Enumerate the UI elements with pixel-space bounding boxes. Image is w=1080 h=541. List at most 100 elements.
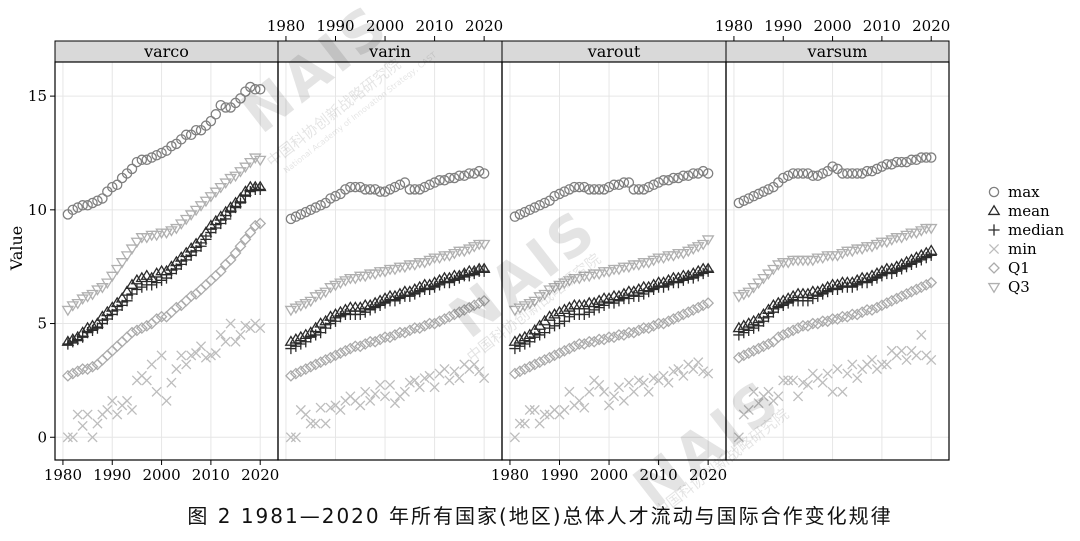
point-Q1 <box>389 328 401 341</box>
point-max <box>792 168 804 179</box>
point-max <box>310 202 321 213</box>
series-Q1 <box>732 276 938 364</box>
x-tick-label: 1980 <box>44 466 82 484</box>
point-max <box>807 170 819 181</box>
point-median <box>905 258 918 271</box>
series-Q1 <box>284 294 491 382</box>
point-median <box>514 340 526 352</box>
point-Q3 <box>81 292 94 303</box>
point-median <box>777 299 789 311</box>
point-median <box>762 311 775 323</box>
panel-frame <box>277 61 503 461</box>
point-Q3 <box>632 260 646 271</box>
x-tick-label: 2000 <box>366 17 404 35</box>
point-median <box>807 292 819 305</box>
point-min <box>584 386 595 397</box>
point-Q1 <box>453 306 466 319</box>
point-max <box>861 165 873 177</box>
point-min <box>210 348 221 359</box>
point-max <box>519 206 531 218</box>
point-median <box>205 226 217 239</box>
point-median <box>185 249 197 261</box>
point-Q1 <box>563 342 576 355</box>
point-min <box>92 418 103 429</box>
point-max <box>837 168 848 179</box>
point-Q3 <box>910 228 923 240</box>
point-max <box>787 168 799 179</box>
point-Q1 <box>895 290 908 303</box>
point-min <box>822 368 833 379</box>
point-median <box>563 311 576 323</box>
point-Q3 <box>239 162 252 174</box>
point-max <box>439 175 450 186</box>
legend-label: min <box>1008 240 1037 258</box>
point-min <box>901 354 912 365</box>
point-min <box>444 375 455 386</box>
point-Q1 <box>667 313 680 325</box>
point-Q1 <box>528 358 541 371</box>
point-Q1 <box>61 369 74 382</box>
point-Q3 <box>523 298 537 310</box>
point-min <box>788 375 799 386</box>
point-Q3 <box>845 246 859 258</box>
point-Q1 <box>846 308 859 321</box>
point-Q3 <box>462 244 476 255</box>
x-tick-label: 2010 <box>863 17 901 35</box>
point-Q1 <box>254 217 267 230</box>
point-median <box>752 320 765 332</box>
point-median <box>170 263 182 275</box>
point-median <box>558 315 571 327</box>
point-median <box>295 338 307 350</box>
point-median <box>757 315 770 327</box>
point-Q3 <box>816 253 830 265</box>
point-Q3 <box>115 258 129 269</box>
panel-title: varout <box>587 42 641 61</box>
point-Q1 <box>170 301 183 314</box>
point-median <box>424 283 436 296</box>
point-min <box>574 395 585 406</box>
series-max <box>733 152 937 209</box>
point-max <box>802 168 814 179</box>
x-tick-label: 2020 <box>241 466 279 484</box>
point-min <box>449 366 460 377</box>
point-min <box>102 404 113 416</box>
point-median <box>116 299 128 311</box>
point-Q1 <box>195 283 207 296</box>
point-Q1 <box>111 340 124 353</box>
point-min <box>414 382 425 393</box>
point-Q3 <box>553 280 566 292</box>
point-median <box>529 331 541 343</box>
point-Q1 <box>757 340 770 353</box>
point-max <box>613 179 625 191</box>
point-max <box>87 197 98 209</box>
point-min <box>166 377 177 388</box>
point-max <box>478 168 490 179</box>
point-median <box>896 263 908 275</box>
point-Q3 <box>418 258 432 269</box>
point-Q1 <box>418 319 431 332</box>
point-median <box>374 299 386 311</box>
point-min <box>832 363 843 375</box>
point-Q3 <box>548 283 561 294</box>
point-Q3 <box>924 223 938 235</box>
series-min <box>62 318 266 443</box>
point-Q3 <box>150 230 163 242</box>
legend-item-Q1: Q1 <box>988 259 1030 277</box>
point-max <box>330 190 341 202</box>
point-min <box>181 359 192 370</box>
point-max <box>663 175 674 186</box>
point-min <box>220 336 231 347</box>
point-max <box>866 165 878 177</box>
point-Q1 <box>747 344 760 357</box>
point-max <box>82 200 93 211</box>
series-min <box>285 359 490 443</box>
point-min <box>225 318 236 329</box>
point-max <box>107 181 118 193</box>
point-median <box>534 329 546 341</box>
figure-caption: 图 2 1981—2020 年所有国家(地区)总体人才流动与国际合作变化规律 <box>187 504 893 528</box>
point-median <box>359 306 371 318</box>
point-median <box>802 295 814 307</box>
point-max <box>404 184 416 195</box>
point-Q1 <box>473 297 486 309</box>
point-Q1 <box>905 285 918 298</box>
